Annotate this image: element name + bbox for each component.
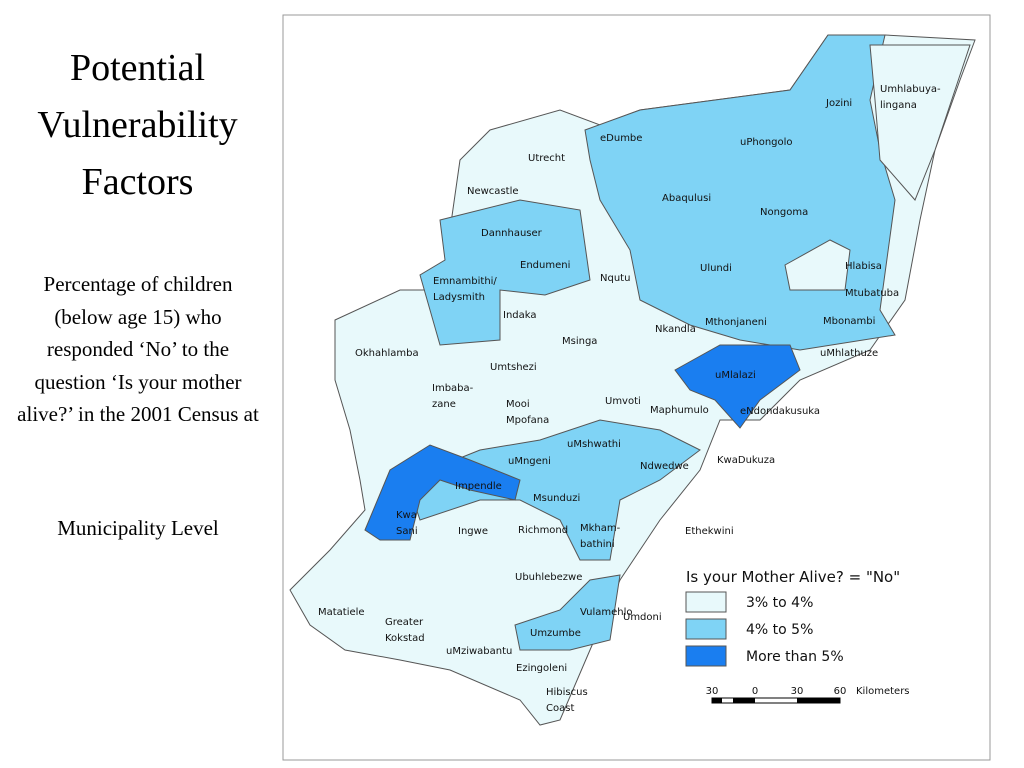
municipality-label: Msunduzi [533, 493, 580, 504]
municipality-label: uMngeni [508, 456, 551, 467]
municipality-label: Hibiscus [546, 687, 588, 698]
municipality-label: Endumeni [520, 260, 570, 271]
municipality-label: Umdoni [623, 612, 662, 623]
region-mid [514, 574, 621, 651]
legend-swatch [685, 645, 727, 667]
municipality-label: Ladysmith [433, 292, 485, 303]
region-mid [419, 199, 591, 346]
scale-label: 30 [706, 686, 719, 697]
scale-bar [712, 698, 722, 703]
municipality-label: Coast [546, 703, 574, 714]
municipality-label: KwaDukuza [717, 455, 775, 466]
scale-label: 0 [752, 686, 758, 697]
municipality-label: Ezingoleni [516, 663, 567, 674]
municipality-label: Sani [396, 526, 418, 537]
municipality-label: Dannhauser [481, 228, 543, 239]
municipality-label: uMlalazi [715, 370, 756, 381]
municipality-label: zane [432, 399, 456, 410]
municipality-label: Nkandla [655, 324, 696, 335]
municipality-label: Utrecht [528, 153, 565, 164]
scale-label: 30 [791, 686, 804, 697]
legend-label: More than 5% [746, 649, 844, 665]
municipality-label: Kwa [396, 510, 417, 521]
municipality-label: uMziwabantu [446, 646, 512, 657]
municipality-label: eDumbe [600, 133, 642, 144]
municipality-label: Vulamehlo [580, 607, 633, 618]
municipality-label: Umzumbe [530, 628, 581, 639]
scale-bar [797, 698, 840, 703]
region-dark [674, 344, 801, 429]
municipality-label: Imbaba- [432, 383, 474, 394]
municipality-label: Ulundi [700, 263, 732, 274]
municipality-label: Newcastle [467, 186, 519, 197]
municipality-label: uMhlathuze [820, 348, 878, 359]
municipality-label: Umhlabuya- [880, 84, 941, 95]
municipality-label: Mpofana [506, 415, 549, 426]
slide-title: Potential Vulnerability Factors [37, 47, 238, 203]
municipality-label: Kokstad [385, 633, 425, 644]
municipality-label: uMshwathi [567, 439, 621, 450]
municipality-label: Hlabisa [845, 261, 882, 272]
municipality-label: Ndwedwe [640, 461, 689, 472]
municipality-label: Abaqulusi [662, 193, 711, 204]
municipality-label: Msinga [562, 336, 597, 347]
municipality-label: Matatiele [318, 607, 365, 618]
municipality-label: Indaka [503, 310, 537, 321]
municipality-label: lingana [880, 100, 917, 111]
region-mid [409, 419, 701, 561]
legend-label: 3% to 4% [746, 595, 813, 611]
municipality-label: Nongoma [760, 207, 808, 218]
municipality-label: Umvoti [605, 396, 641, 407]
municipality-label: Ubuhlebezwe [515, 572, 582, 583]
municipality-label: Okhahlamba [355, 348, 419, 359]
municipality-label: Impendle [455, 481, 502, 492]
legend-swatch [685, 591, 727, 613]
municipality-label: Mthonjaneni [705, 317, 767, 328]
municipality-label: Ethekwini [685, 526, 734, 537]
municipality-label: Mooi [506, 399, 530, 410]
legend-title: Is your Mother Alive? = "No" [686, 568, 900, 586]
municipality-label: Ingwe [458, 526, 488, 537]
region-dark [364, 444, 521, 541]
municipality-label: eNdondakusuka [740, 406, 820, 417]
municipality-label: Jozini [825, 98, 852, 109]
municipality-label: Mbonambi [823, 316, 875, 327]
municipality-label: Mkham- [580, 523, 621, 534]
region-light [869, 44, 971, 201]
municipality-label: Mtubatuba [845, 288, 899, 299]
municipality-label: Nqutu [600, 273, 630, 284]
description: Percentage of children (below age 15) wh… [17, 272, 259, 426]
legend-label: 4% to 5% [746, 622, 813, 638]
municipality-label: uPhongolo [740, 137, 793, 148]
municipality-label: Greater [385, 617, 424, 628]
scale-unit: Kilometers [856, 686, 910, 697]
region-light [784, 239, 851, 291]
scale-label: 60 [834, 686, 847, 697]
municipality-label: Richmond [518, 525, 568, 536]
municipality-label: Umtshezi [490, 362, 537, 373]
municipality-label: Maphumulo [650, 405, 709, 416]
municipality-label: bathini [580, 539, 615, 550]
municipality-label: Emnambithi/ [433, 276, 497, 287]
legend-swatch [685, 618, 727, 640]
description-end: Municipality Level [57, 516, 219, 540]
scale-bar [733, 698, 755, 703]
